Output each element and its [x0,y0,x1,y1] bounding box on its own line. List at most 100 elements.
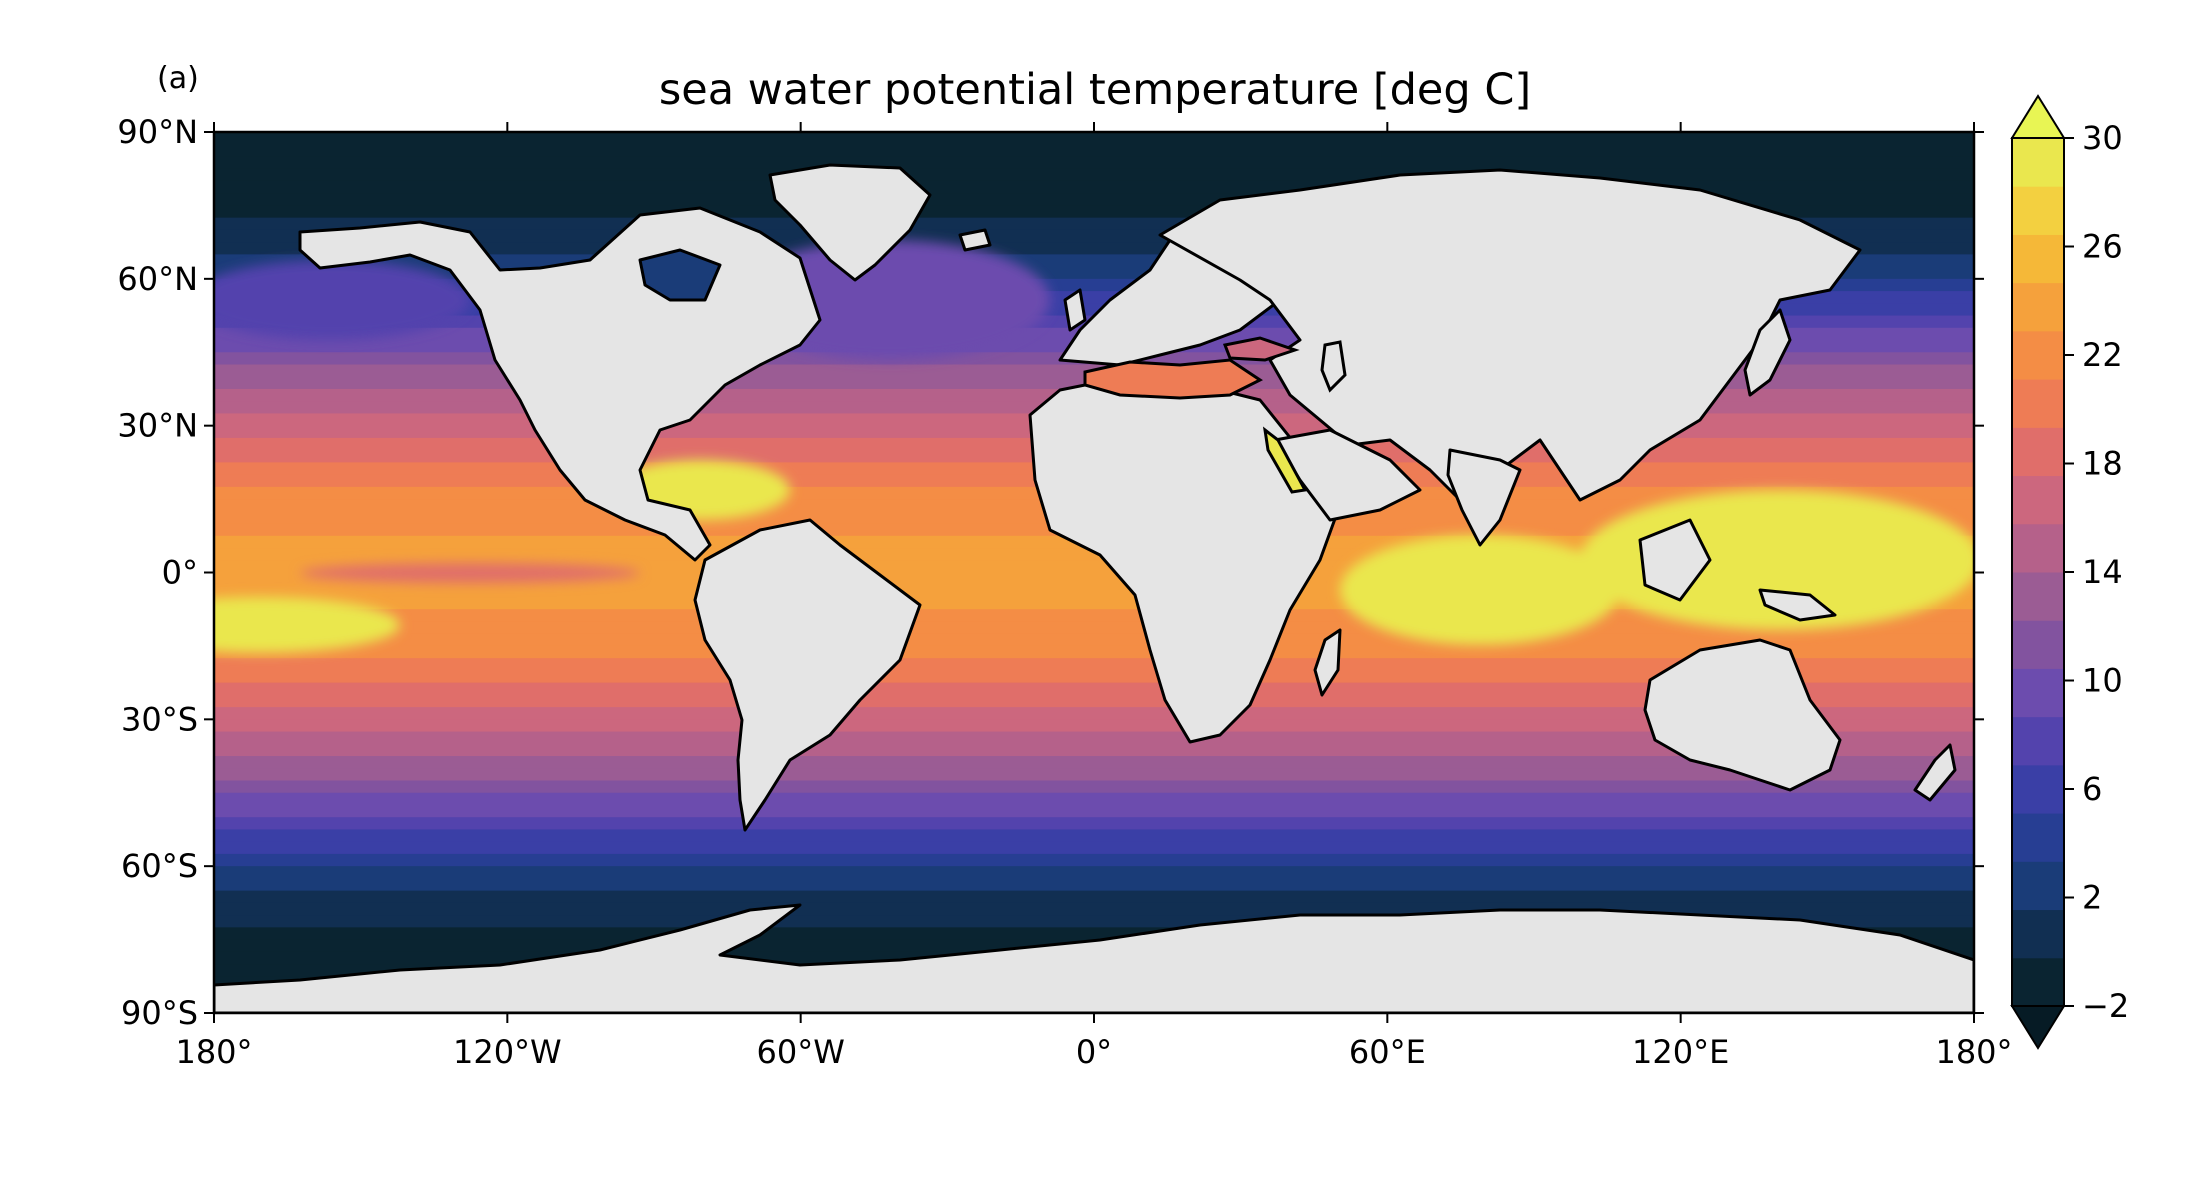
colorbar-segment [2012,909,2064,959]
temperature-band [214,645,1974,659]
india [1446,448,1522,547]
colorbar-tick-label: 6 [2082,770,2102,808]
japan [1743,308,1792,397]
colorbar-segment [2012,379,2064,428]
colorbar-segment [2012,813,2064,862]
longitude-axis: 180° 120°W 60°W 0° 60°E 120°E 180° [175,122,2013,1071]
new-guinea [1758,588,1837,622]
colorbar-tick-label: 14 [2082,553,2123,591]
temperature-band [214,707,1974,720]
colorbar-segment [2012,764,2064,814]
chart-title: sea water potential temperature [deg C] [659,65,1531,115]
colorbar-extend-min [2010,1005,2066,1050]
lat-tick-label: 60°S [121,847,198,885]
hudson-bay-coast [638,248,722,302]
colorbar-segment [2012,620,2064,669]
temperature-band [214,866,1974,879]
temperature-band [214,853,1974,867]
temperature-band [214,156,1974,170]
latitude-axis: 90°N 60°N 30°N 0° 30°S 60°S 90°S [117,113,1984,1032]
colorbar-extend-max [2010,94,2066,139]
temperature-band [214,694,1974,708]
colorbar-segment [2012,523,2064,573]
temperature-band [214,658,1974,671]
temperature-band [214,731,1974,745]
temperature-band [214,792,1974,806]
colorbar-segment [2012,427,2064,477]
colorbar-tick-label: 22 [2082,336,2123,374]
red-sea [1262,426,1308,494]
colorbar-segment [2012,138,2064,187]
map-area [214,132,1974,1013]
lat-tick-label: 30°N [117,407,198,445]
lon-tick-label: 180° [1935,1033,2012,1071]
lat-tick-label: 0° [162,554,198,592]
colorbar-segment [2012,475,2064,525]
temperature-band [214,878,1974,892]
colorbar: 30 26 22 18 14 10 6 2 −2 [2010,94,2129,1050]
temperature-band [214,168,1974,182]
asia [1158,168,1862,537]
temperature-band [214,829,1974,843]
colorbar-segment [2012,330,2064,380]
new-zealand [1913,743,1957,802]
temperature-band [214,682,1974,696]
colorbar-segment [2012,234,2064,284]
colorbar-tick-label: 30 [2082,119,2123,157]
colorbar-tick-label: 10 [2082,662,2123,700]
land-masses [214,163,1974,1013]
colorbar-segment [2012,572,2064,621]
british-isles [1063,288,1087,332]
south-america [693,518,922,832]
maritime-continent [1638,518,1712,602]
lat-tick-label: 60°N [117,260,198,298]
colorbar-segment [2012,186,2064,235]
temperature-band [214,768,1974,782]
colorbar-segment [2012,957,2064,1007]
colorbar-segment [2012,668,2064,718]
lat-tick-label: 90°N [117,113,198,151]
temperature-band [214,841,1974,855]
lon-tick-label: 0° [1076,1033,1112,1071]
temperature-band [214,890,1974,904]
caspian-sea [1320,340,1347,393]
temperature-band [214,817,1974,830]
lat-tick-label: 30°S [121,700,198,738]
temperature-band [214,902,1974,916]
panel-label: (a) [157,61,199,96]
colorbar-tick-label: 18 [2082,445,2123,483]
temperature-band [214,132,1974,145]
arabia [1273,428,1422,522]
temperature-band [214,804,1974,818]
colorbar-segment [2012,282,2064,332]
black-sea [1222,336,1300,362]
colorbar-segment [2012,716,2064,766]
colorbar-tick-label: 26 [2082,228,2123,266]
antarctica [214,903,1974,1013]
temperature-band [214,743,1974,757]
colorbar-tick-label: −2 [2082,987,2129,1025]
australia [1643,638,1842,792]
indian-ocean-warm-pool [1340,535,1620,645]
temperature-band [214,144,1974,157]
colorbar-tick-label: 2 [2082,879,2102,917]
temperature-band [214,633,1974,647]
lon-tick-label: 120°E [1632,1033,1729,1071]
mediterranean [1083,358,1263,400]
lon-tick-label: 60°W [756,1033,844,1071]
iceland [958,228,992,252]
temperature-band [214,756,1974,769]
inland-seas [1083,336,1347,494]
east-pacific-warm-band [214,597,400,653]
lon-tick-label: 120°W [453,1033,562,1071]
lon-tick-label: 180° [175,1033,252,1071]
greenland [768,163,932,282]
temperature-band [214,719,1974,733]
madagascar [1313,628,1342,697]
colorbar-segment [2012,861,2064,911]
temperature-band [214,780,1974,794]
equatorial-cold-tongue [300,563,640,583]
lat-tick-label: 90°S [121,994,198,1032]
temperature-band [214,670,1974,684]
